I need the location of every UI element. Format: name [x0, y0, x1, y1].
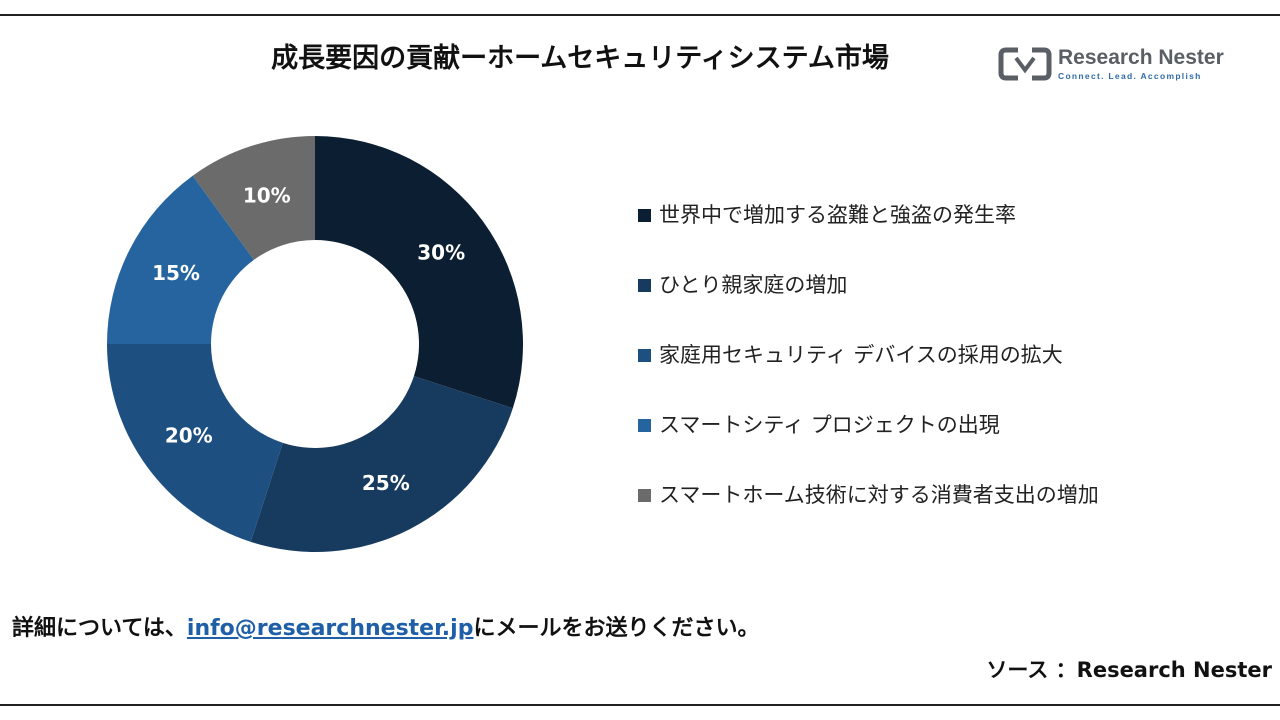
donut-svg: 30% 25% 20% 15% 10% [107, 136, 523, 552]
legend-swatch-5 [638, 489, 651, 502]
donut-chart: 30% 25% 20% 15% 10% [0, 100, 640, 580]
contact-email-link[interactable]: info@researchnester.jp [186, 616, 474, 641]
slice-label-4: 15% [152, 261, 200, 285]
research-nester-logo-icon [998, 47, 1052, 81]
slice-label-1: 30% [417, 240, 465, 264]
source-label: ソース ：Research Nester [986, 658, 1272, 682]
legend-swatch-1 [638, 209, 651, 222]
legend-swatch-2 [638, 279, 651, 292]
legend-label-1: 世界中で増加する盗難と強盗の発生率 [659, 203, 1016, 227]
logo-tagline: Connect. Lead. Accomplish [1058, 71, 1202, 81]
legend-item-5: スマートホーム技術に対する消費者支出の増加 [638, 476, 1258, 546]
donut-slice-1 [315, 136, 523, 409]
contact-suffix: にメールをお送りください。 [473, 616, 760, 641]
contact-prefix: 詳細については、 [12, 616, 187, 641]
legend-label-3: 家庭用セキュリティ デバイスの採用の拡大 [659, 343, 1063, 367]
legend-item-2: ひとり親家庭の増加 [638, 266, 1258, 336]
legend-item-3: 家庭用セキュリティ デバイスの採用の拡大 [638, 336, 1258, 406]
slice-label-3: 20% [165, 424, 213, 448]
contact-line: 詳細については、info@researchnester.jpにメールをお送りくだ… [12, 610, 759, 642]
legend-label-4: スマートシティ プロジェクトの出現 [659, 413, 1000, 437]
top-rule [0, 14, 1280, 16]
legend-item-4: スマートシティ プロジェクトの出現 [638, 406, 1258, 476]
legend-swatch-4 [638, 419, 651, 432]
logo: Research Nester Connect. Lead. Accomplis… [998, 44, 1228, 84]
donut-slice-2 [250, 376, 513, 552]
legend-item-1: 世界中で増加する盗難と強盗の発生率 [638, 196, 1258, 266]
chart-title: 成長要因の貢献ーホームセキュリティシステム市場 [271, 43, 889, 74]
chart-legend: 世界中で増加する盗難と強盗の発生率 ひとり親家庭の増加家庭用セキュリティ デバイス… [638, 196, 1258, 546]
logo-name: Research Nester [1058, 46, 1224, 69]
donut-slice-4 [107, 175, 254, 344]
slice-label-2: 25% [362, 471, 410, 495]
donut-slice-5 [192, 136, 315, 260]
bottom-rule [0, 704, 1280, 706]
donut-slice-3 [107, 344, 283, 542]
legend-label-5: スマートホーム技術に対する消費者支出の増加 [659, 483, 1099, 507]
legend-swatch-3 [638, 349, 651, 362]
legend-label-2: ひとり親家庭の増加 [659, 273, 848, 297]
slice-label-5: 10% [243, 184, 291, 208]
